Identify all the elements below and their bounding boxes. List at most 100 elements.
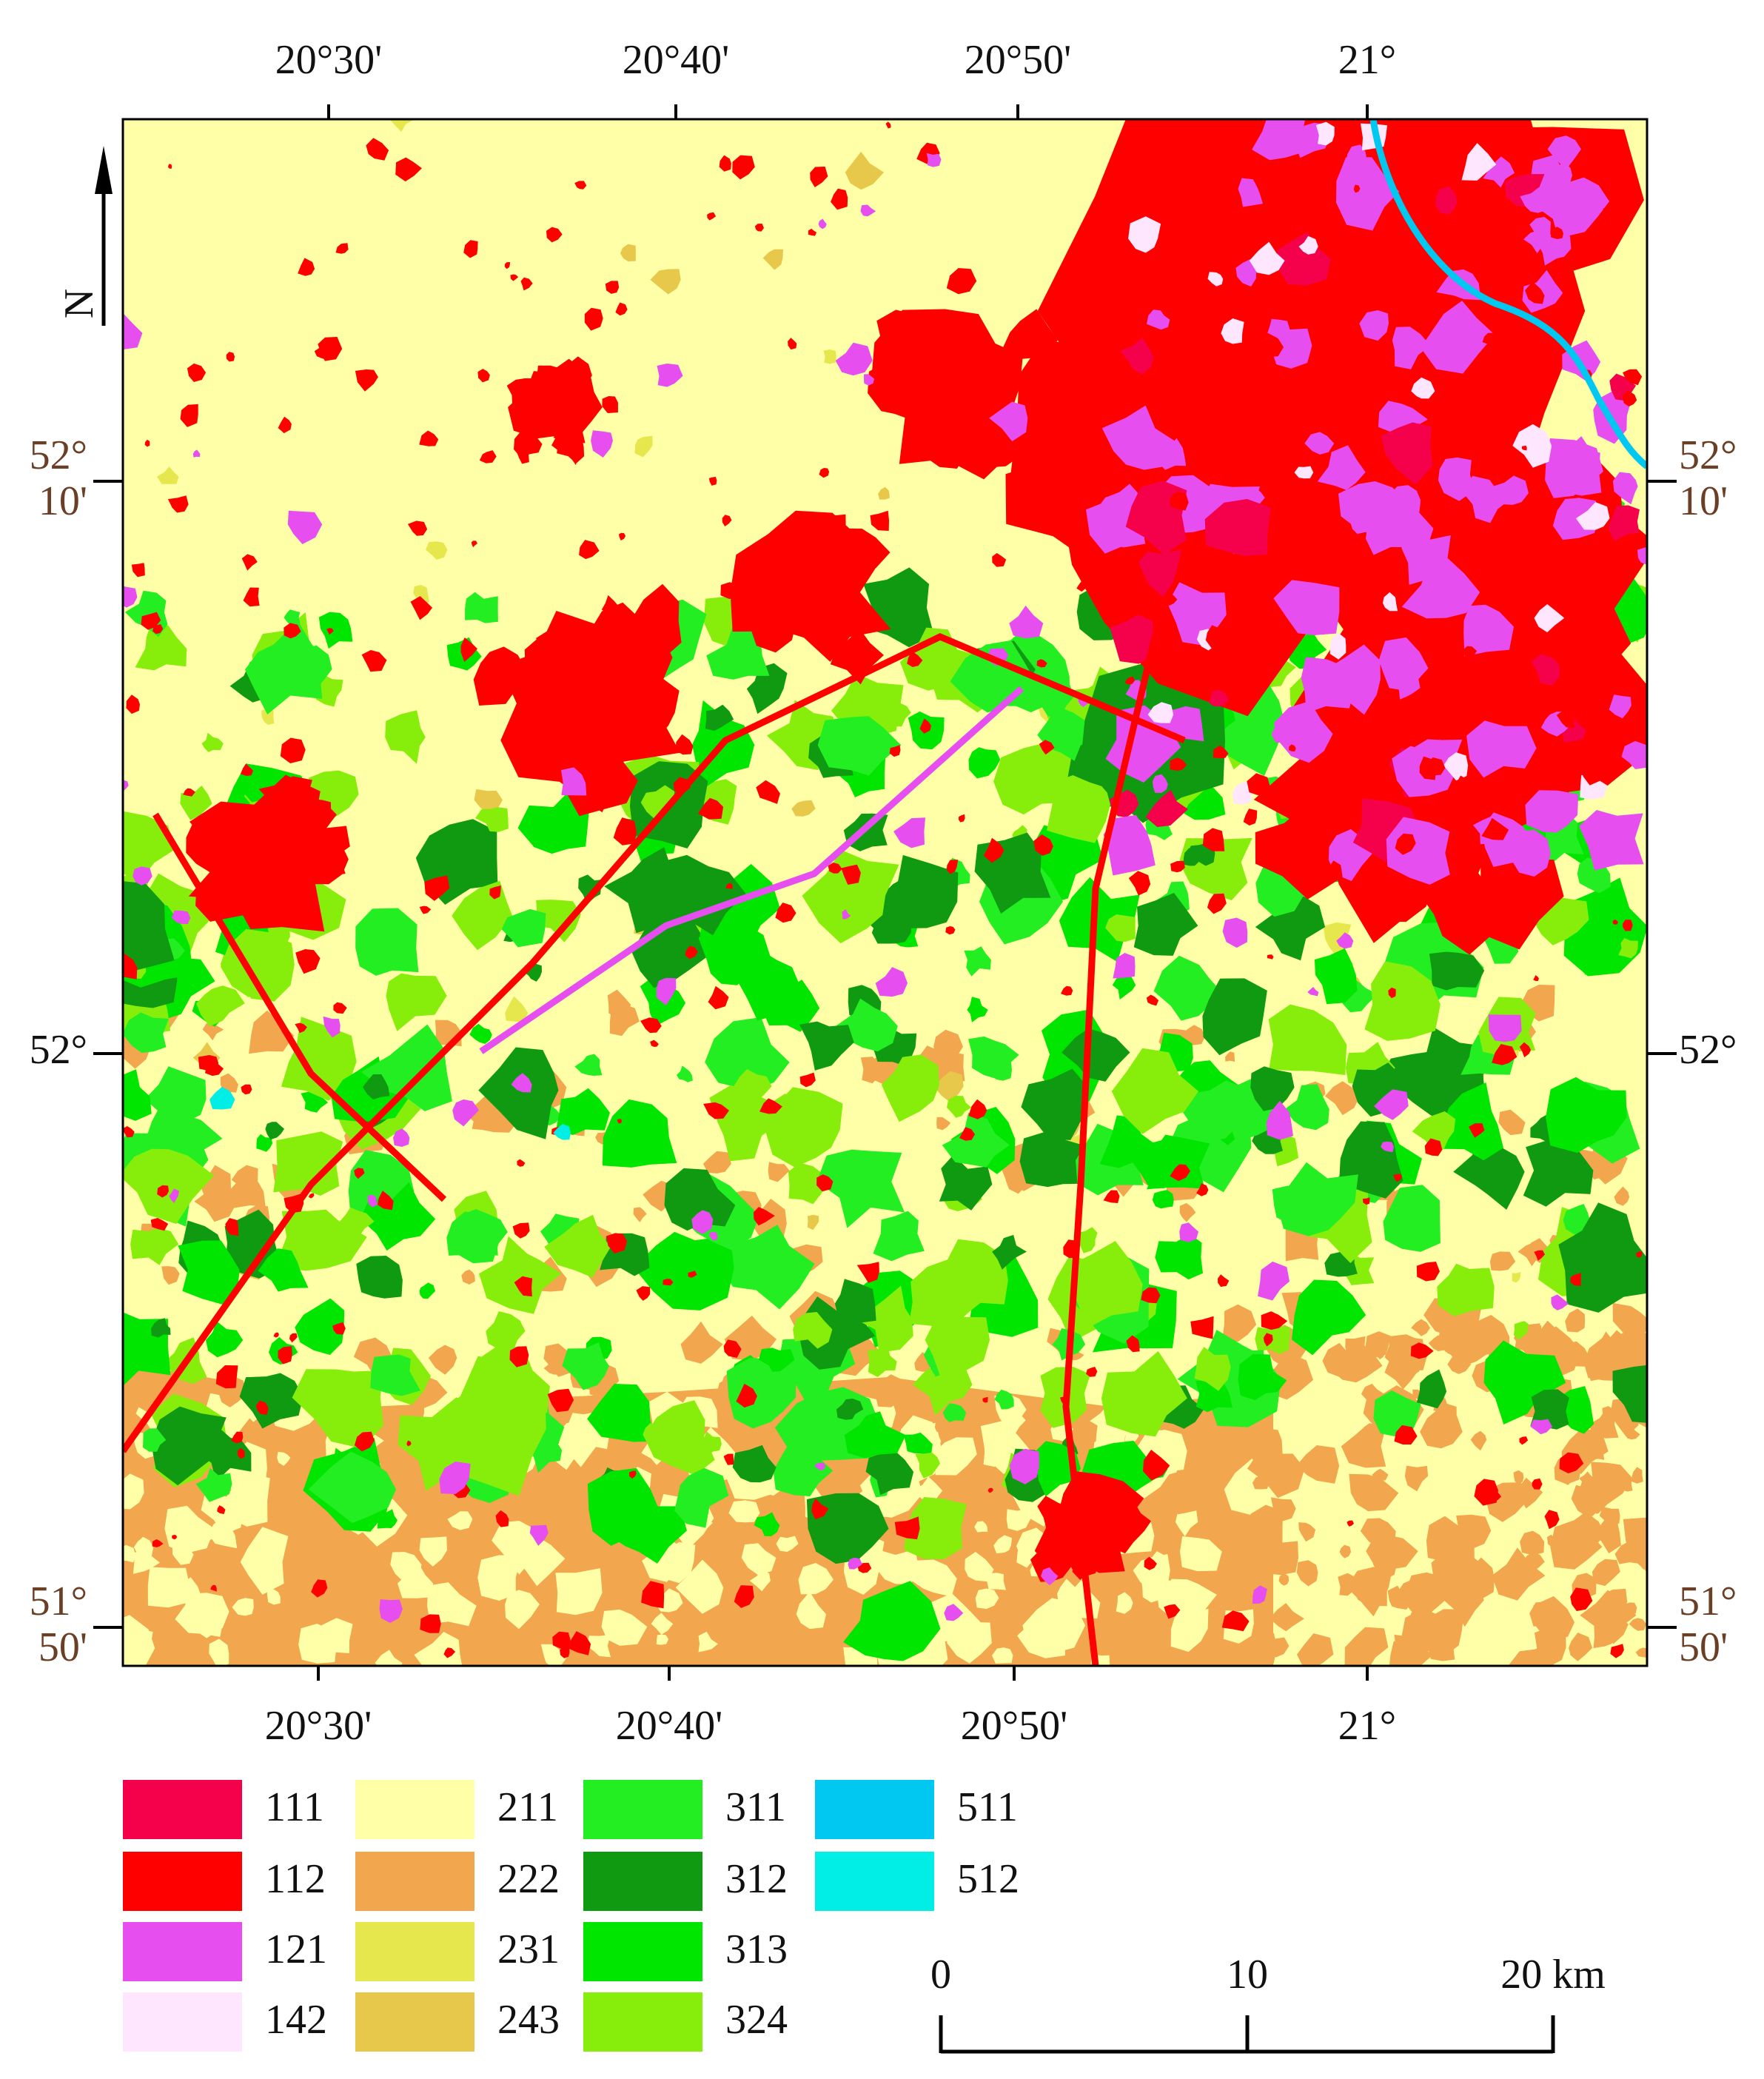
land-patch	[685, 945, 698, 960]
land-patch	[198, 1425, 252, 1482]
land-patch	[1579, 810, 1644, 871]
land-patch	[1327, 644, 1381, 715]
land-patch	[180, 404, 198, 427]
land-patch	[556, 1088, 610, 1135]
land-patch	[973, 421, 1038, 468]
legend-label: 324	[725, 1997, 788, 2043]
land-patch	[469, 1023, 492, 1044]
land-patch	[171, 910, 191, 924]
land-patch	[249, 1010, 295, 1054]
land-patch	[292, 1369, 383, 1449]
land-patch	[1194, 1347, 1231, 1391]
land-patch	[1179, 1222, 1198, 1242]
land-patch	[799, 1021, 854, 1071]
land-patch	[601, 595, 618, 615]
land-patch	[261, 707, 275, 725]
land-patch	[420, 1356, 546, 1496]
land-patch	[1147, 702, 1174, 723]
land-patch	[970, 369, 987, 389]
land-patch	[968, 1099, 987, 1119]
land-patch	[1523, 230, 1550, 254]
land-patch	[1277, 232, 1331, 286]
land-patch	[913, 1476, 943, 1504]
land-patch	[656, 1634, 669, 1645]
land-patch	[932, 1437, 977, 1476]
land-patch	[465, 592, 498, 623]
land-patch	[975, 1588, 999, 1610]
land-patch	[987, 1573, 1006, 1590]
land-patch	[298, 1624, 337, 1664]
land-patch	[133, 1536, 154, 1556]
land-patch	[447, 1511, 473, 1530]
land-patch	[280, 737, 306, 763]
land-patch	[367, 1194, 378, 1208]
right-coordinate-label: 50'	[1679, 1624, 1728, 1670]
land-patch	[723, 1339, 742, 1358]
top-coordinate-label: 20°40'	[623, 37, 729, 83]
land-patch	[243, 902, 257, 919]
land-patch	[881, 1054, 940, 1122]
legend-swatch	[355, 1992, 474, 2052]
legend-label: 311	[725, 1784, 786, 1830]
land-patch	[1185, 663, 1195, 673]
land-patch	[1344, 119, 1361, 127]
river	[1369, 119, 1647, 469]
land-patch	[617, 1119, 622, 1124]
land-patch	[569, 1631, 591, 1656]
land-patch	[375, 1650, 403, 1666]
legend-label: 243	[497, 1997, 560, 2043]
land-patch	[520, 277, 533, 291]
land-patch	[1597, 1588, 1628, 1624]
land-patch	[703, 1102, 729, 1119]
land-patch	[1170, 1609, 1209, 1653]
land-patch	[517, 450, 529, 464]
land-patch	[1222, 1304, 1257, 1342]
bottom-coordinate-label: 20°30'	[265, 1703, 372, 1749]
land-patch	[655, 854, 746, 936]
land-patch	[749, 589, 797, 653]
land-patch	[754, 1512, 780, 1536]
land-patch	[133, 1551, 161, 1574]
land-patch	[1347, 1520, 1354, 1527]
land-patch	[1145, 789, 1188, 827]
legend-label: 231	[497, 1926, 560, 1972]
land-patch	[644, 1400, 715, 1476]
land-patch	[1238, 178, 1263, 207]
land-patch	[591, 430, 613, 458]
land-patch	[680, 1321, 723, 1364]
land-patch	[1356, 1633, 1374, 1650]
land-patch	[1386, 817, 1450, 885]
land-patch	[664, 1168, 736, 1231]
land-patch	[186, 819, 231, 874]
land-patch	[896, 1563, 921, 1581]
land-patch	[1529, 1601, 1565, 1627]
land-patch	[873, 1211, 925, 1262]
land-patch	[196, 985, 245, 1027]
land-patch	[1392, 327, 1431, 369]
land-patch	[1105, 914, 1136, 943]
land-patch	[903, 1432, 933, 1455]
land-patch	[1492, 1044, 1517, 1065]
land-patch	[1522, 1552, 1545, 1571]
land-patch	[1225, 1051, 1235, 1062]
land-patch	[240, 1527, 289, 1595]
land-patch	[554, 1421, 603, 1467]
land-patch	[1556, 709, 1574, 729]
land-patch	[419, 905, 432, 914]
land-patch	[1411, 1319, 1430, 1336]
land-patch	[908, 1559, 957, 1597]
right-coordinate-label: 10'	[1679, 478, 1728, 524]
land-patch	[1016, 1536, 1041, 1568]
land-patch	[395, 157, 422, 182]
land-patch	[1508, 1644, 1556, 1666]
land-patch	[123, 1473, 144, 1510]
land-patch	[1183, 848, 1201, 866]
land-patch	[1622, 390, 1637, 406]
land-patch	[1202, 828, 1225, 851]
land-patch	[1238, 1353, 1287, 1401]
land-patch	[609, 1002, 640, 1037]
land-patch	[1147, 309, 1170, 330]
land-patch	[1362, 1197, 1370, 1205]
land-patch	[241, 554, 258, 571]
land-patch	[463, 240, 478, 258]
